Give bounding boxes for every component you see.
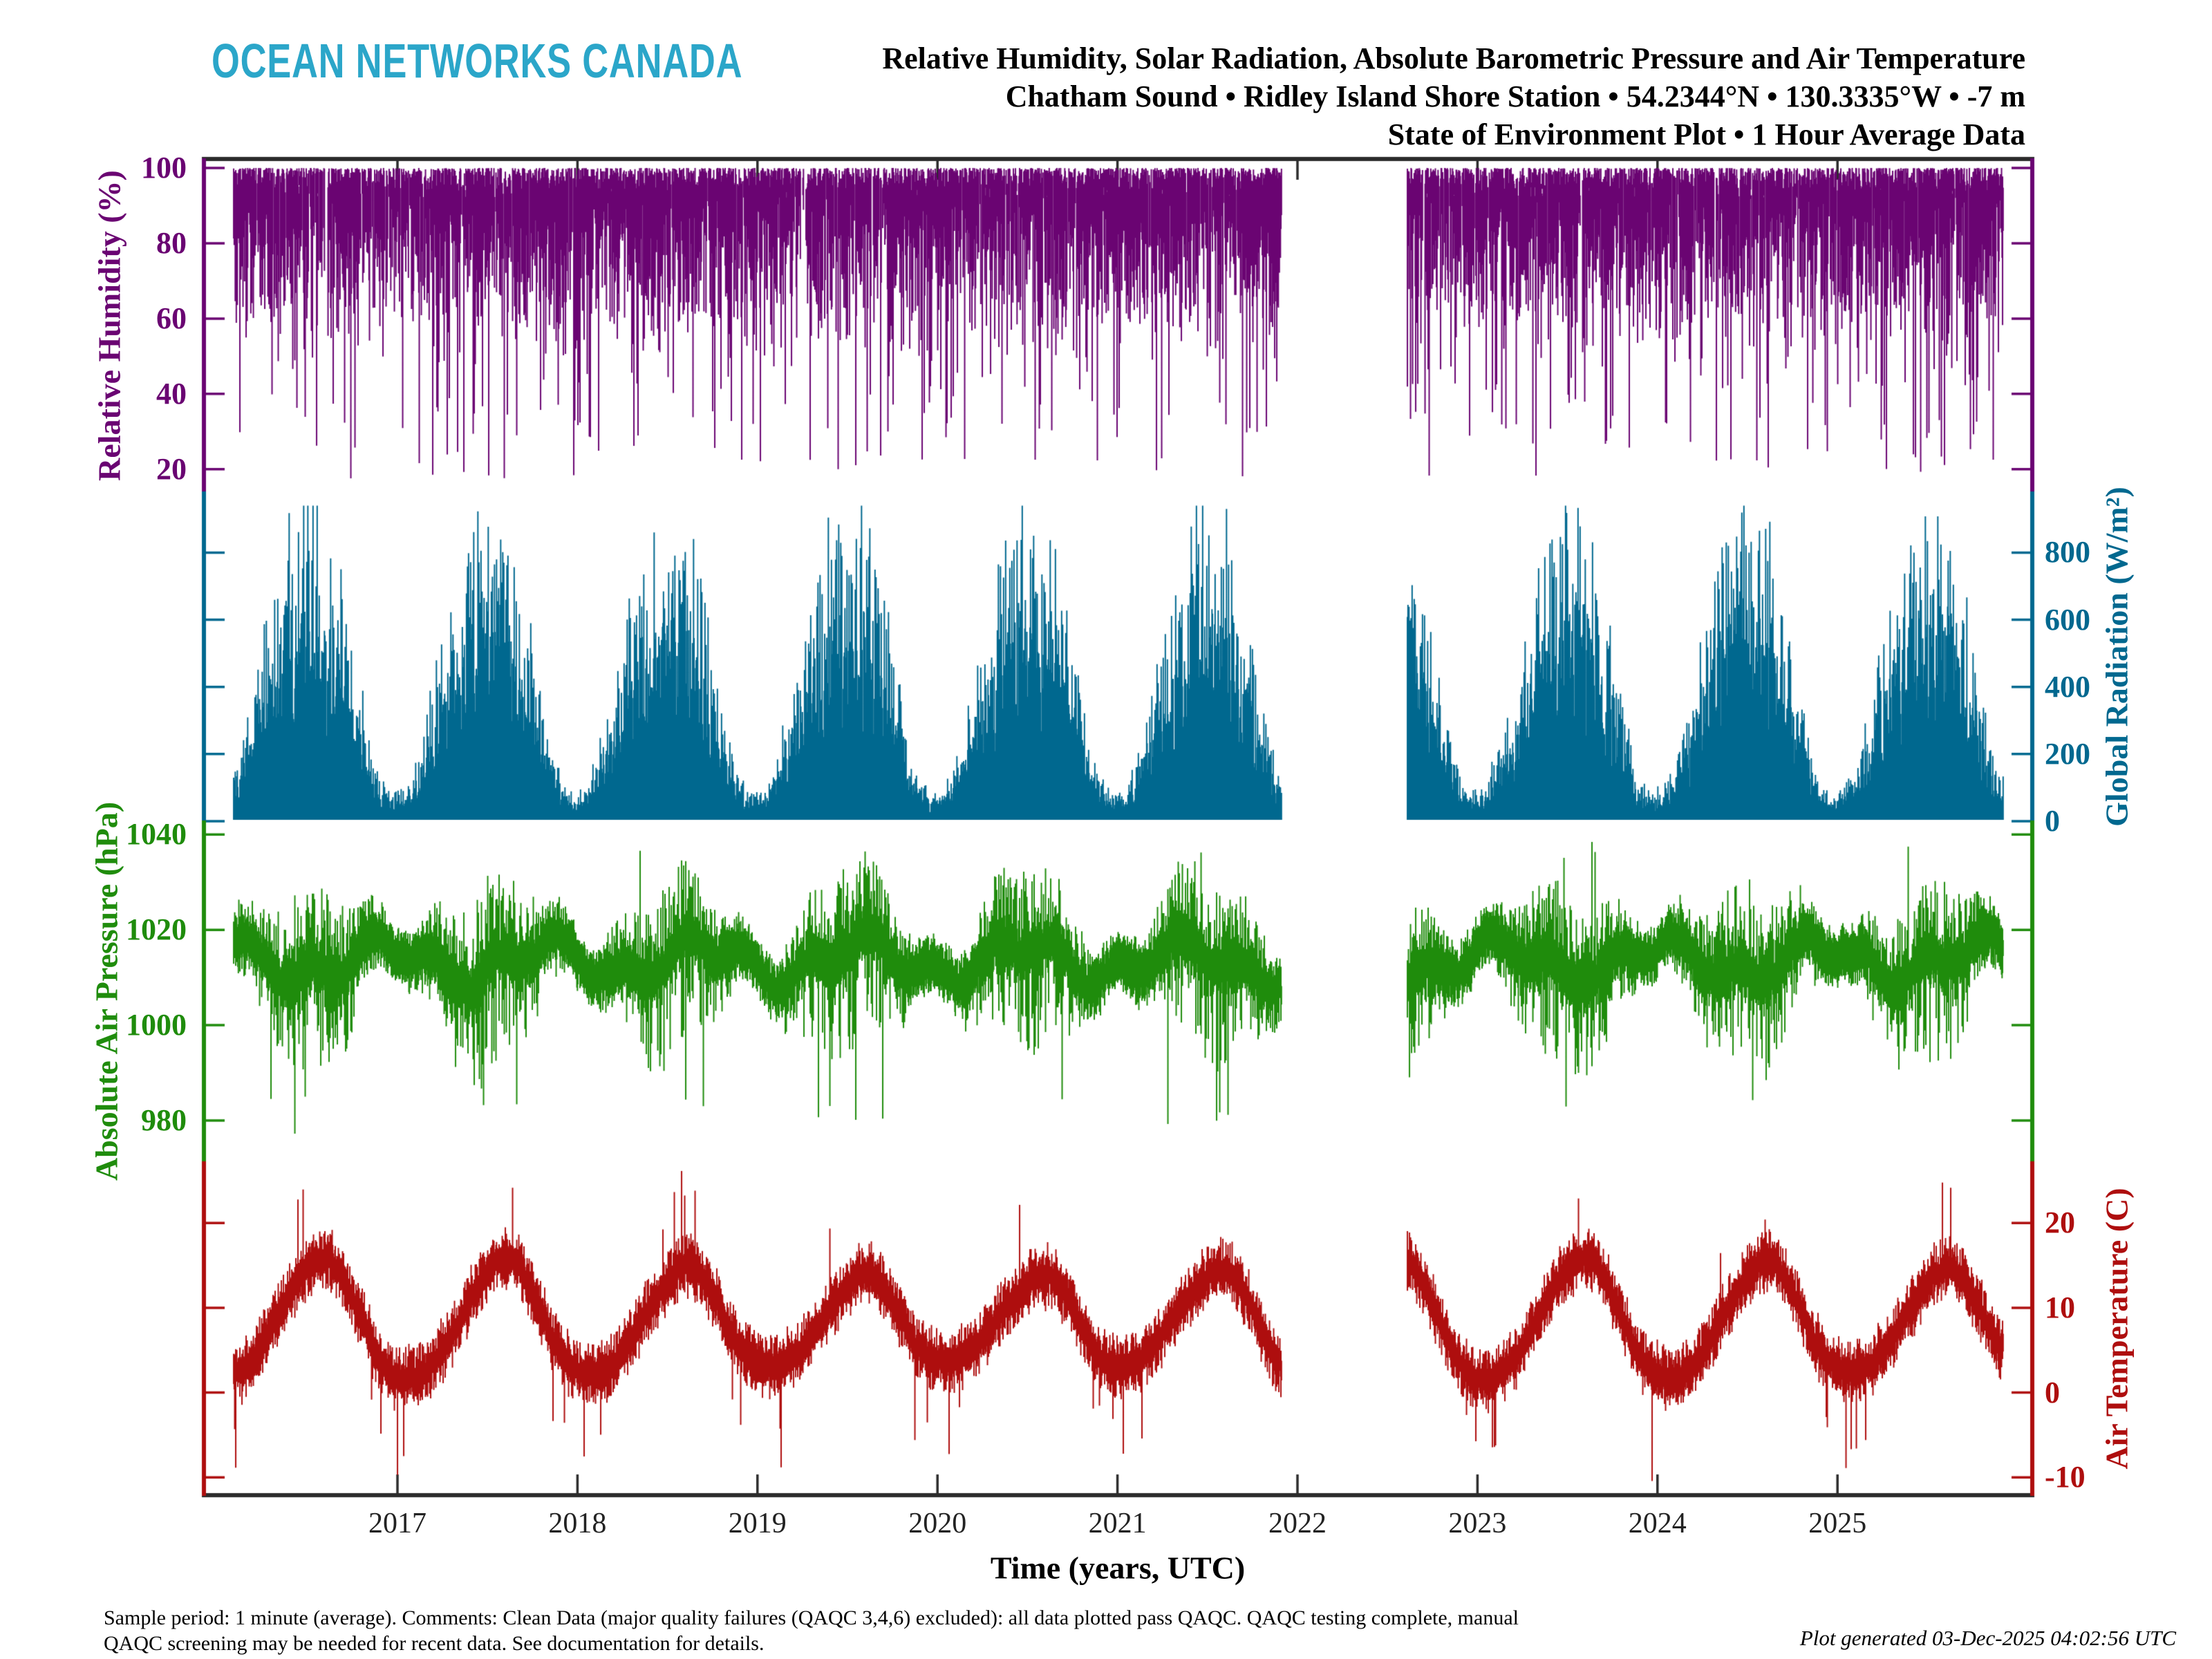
y-tick-label-relative-humidity: 80 bbox=[156, 225, 187, 260]
y-tick-label-absolute-air-pressure: 1040 bbox=[126, 817, 187, 852]
plot-title-block: Relative Humidity, Solar Radiation, Abso… bbox=[882, 39, 2025, 153]
footer-note-line-1: Sample period: 1 minute (average). Comme… bbox=[104, 1606, 1519, 1629]
y-tick-label-global-radiation: 200 bbox=[2045, 736, 2090, 771]
y-tick-label-air-temperature: -10 bbox=[2045, 1460, 2086, 1494]
y-tick-label-global-radiation: 600 bbox=[2045, 602, 2090, 637]
title-line-2: Chatham Sound • Ridley Island Shore Stat… bbox=[1005, 79, 2025, 113]
y-tick-label-air-temperature: 20 bbox=[2045, 1206, 2075, 1240]
x-tick-label: 2022 bbox=[1268, 1508, 1327, 1539]
y-tick-label-absolute-air-pressure: 1020 bbox=[126, 912, 187, 947]
footer-note: Sample period: 1 minute (average). Comme… bbox=[104, 1605, 1777, 1656]
y-tick-label-relative-humidity: 20 bbox=[156, 451, 187, 486]
x-tick-label: 2025 bbox=[1808, 1508, 1867, 1539]
y-tick-label-relative-humidity: 60 bbox=[156, 301, 187, 335]
x-tick-label: 2017 bbox=[368, 1508, 427, 1539]
title-line-3: State of Environment Plot • 1 Hour Avera… bbox=[1387, 118, 2025, 151]
x-tick-label: 2018 bbox=[548, 1508, 607, 1539]
y-tick-label-air-temperature: 10 bbox=[2045, 1290, 2075, 1324]
y-tick-label-absolute-air-pressure: 980 bbox=[141, 1103, 187, 1137]
x-axis-title: Time (years, UTC) bbox=[990, 1550, 1246, 1586]
y-tick-label-absolute-air-pressure: 1000 bbox=[126, 1008, 187, 1042]
y-tick-label-global-radiation: 400 bbox=[2045, 669, 2090, 704]
x-tick-label: 2021 bbox=[1088, 1508, 1147, 1539]
footer-note-line-2: QAQC screening may be needed for recent … bbox=[104, 1632, 765, 1655]
y-tick-label-relative-humidity: 40 bbox=[156, 376, 187, 411]
y-tick-label-global-radiation: 0 bbox=[2045, 804, 2060, 838]
plot-generated-note: Plot generated 03-Dec-2025 04:02:56 UTC bbox=[1799, 1626, 2176, 1650]
x-tick-label: 2020 bbox=[908, 1508, 967, 1539]
x-tick-label: 2023 bbox=[1448, 1508, 1507, 1539]
logo-text: OCEAN NETWORKS CANADA bbox=[212, 34, 743, 88]
y-tick-label-global-radiation: 800 bbox=[2045, 535, 2090, 570]
x-tick-label: 2019 bbox=[728, 1508, 787, 1539]
x-tick-label: 2024 bbox=[1628, 1508, 1687, 1539]
y-tick-label-relative-humidity: 100 bbox=[141, 151, 187, 185]
y-tick-label-air-temperature: 0 bbox=[2045, 1375, 2060, 1409]
title-line-1: Relative Humidity, Solar Radiation, Abso… bbox=[882, 41, 2025, 75]
